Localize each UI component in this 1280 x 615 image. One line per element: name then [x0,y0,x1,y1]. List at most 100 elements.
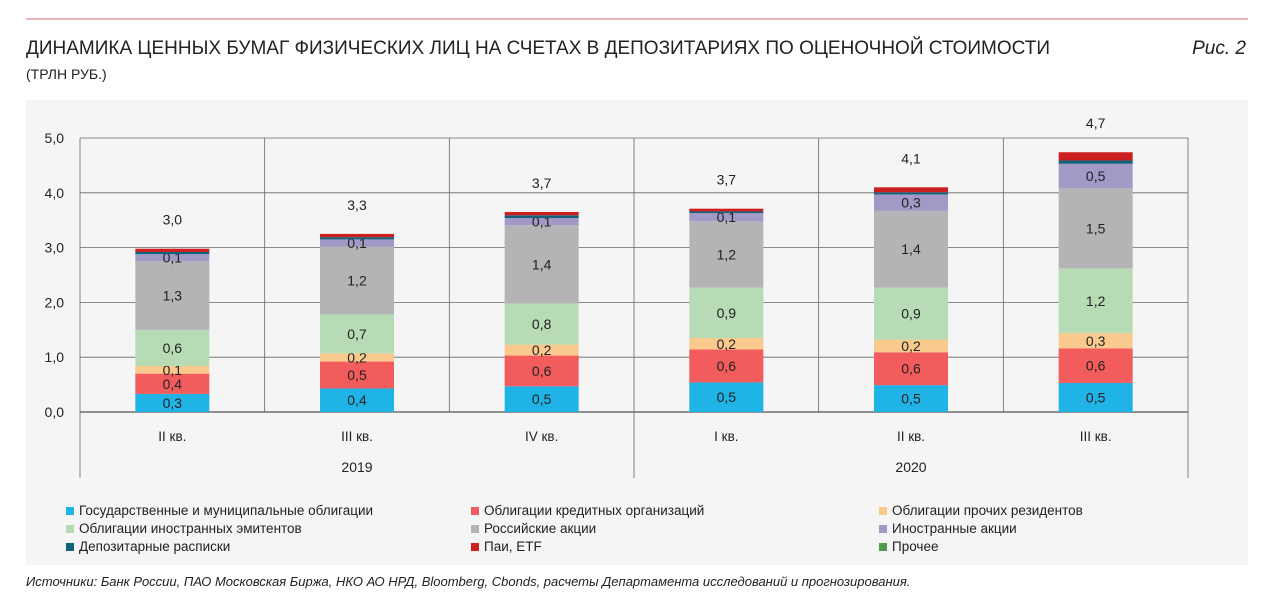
bar-segment [689,338,764,350]
bar-segment [689,208,764,212]
data-label: 0,2 [717,336,737,352]
bar-segment [320,388,394,412]
bar-segment [135,393,210,412]
bar-segment [874,192,948,195]
legend-item: Облигации прочих резидентов [879,503,1083,518]
bar-segment [1058,163,1133,189]
stacked-bar-chart: 0,01,02,03,04,05,00,30,40,10,61,30,13,0I… [45,115,1189,478]
bar-segment [1058,348,1133,383]
data-label: 0,6 [717,358,737,374]
y-tick-label: 2,0 [45,294,65,310]
bar-segment [135,248,210,252]
data-label: 1,2 [1086,293,1106,309]
total-label: 3,7 [717,172,737,188]
data-label: 1,2 [717,246,737,262]
total-label: 3,0 [163,212,183,228]
data-label: 0,3 [901,195,921,211]
bar-segment [320,353,394,362]
bar-segment [135,329,210,366]
bar-segment [689,287,764,339]
data-label: 1,4 [532,256,552,272]
data-label: 0,5 [717,389,737,405]
total-label: 3,7 [532,175,552,191]
x-tick-label: I кв. [714,429,738,444]
total-label: 3,3 [347,197,367,213]
x-tick-label: IV кв. [525,429,558,444]
bar-segment [689,213,764,222]
bar-segment [1058,382,1133,412]
bar-segment [874,187,948,193]
bar-segment [874,352,948,386]
bar-segment [874,210,948,288]
y-tick-label: 5,0 [45,130,65,146]
bar-segment [504,218,579,226]
legend-swatch [471,542,479,551]
bar-segment [504,215,579,219]
bar-segment [1058,268,1133,334]
bar-segment [504,303,579,345]
x-tick-label: III кв. [341,429,373,444]
data-label: 0,6 [1086,358,1106,374]
total-label: 4,1 [901,150,921,166]
legend-swatch [879,506,887,515]
chart-subtitle: (ТРЛН РУБ.) [26,66,107,82]
legend-label: Государственные и муниципальные облигаци… [79,503,374,518]
x-group-label: 2019 [341,459,372,475]
legend-label: Российские акции [484,521,597,536]
data-label: 1,5 [1086,220,1106,236]
data-label: 1,4 [901,241,921,257]
legend-item: Государственные и муниципальные облигаци… [66,503,373,518]
legend-label: Прочее [892,539,939,554]
y-tick-label: 4,0 [45,185,65,201]
data-label: 1,2 [347,272,367,288]
bar-segment [874,194,948,211]
bar-segment [504,355,579,387]
legend-swatch [471,524,479,533]
bar-segment [1058,333,1133,349]
x-tick-label: III кв. [1080,429,1112,444]
x-tick-label: II кв. [897,429,925,444]
legend-swatch [66,524,74,533]
data-label: 0,2 [347,349,367,365]
chart-panel [26,100,1248,565]
bar-segment [874,287,948,340]
y-tick-label: 3,0 [45,240,65,256]
legend-swatch [66,506,74,515]
data-label: 0,5 [1086,389,1106,405]
data-label: 1,3 [163,288,183,304]
figure-label: Рис. 2 [1192,38,1246,59]
bar-segment [135,251,210,255]
data-label: 0,5 [532,391,552,407]
bar-segment [504,211,579,216]
bar-segment [504,225,579,304]
bar-segment [689,211,764,214]
bar-segment [320,246,394,315]
data-label: 0,7 [347,326,367,342]
legend-label: Облигации кредитных организаций [484,503,705,518]
legend-swatch [879,524,887,533]
legend-label: Паи, ETF [484,539,542,554]
bar-segment [320,233,394,238]
legend-item: Облигации кредитных организаций [471,503,704,518]
data-label: 0,2 [901,338,921,354]
legend-label: Облигации прочих резидентов [892,503,1083,518]
total-label: 4,7 [1086,115,1106,131]
x-group-label: 2020 [895,459,926,475]
data-label: 0,6 [163,340,183,356]
legend-item: Депозитарные расписки [66,539,230,554]
legend-item: Облигации иностранных эмитентов [66,521,302,536]
legend-swatch [66,542,74,551]
data-label: 0,5 [347,367,367,383]
data-label: 0,3 [1086,333,1106,349]
bar-segment [689,349,764,383]
top-divider [26,18,1248,20]
legend-item: Иностранные акции [879,521,1017,536]
legend-item: Прочее [879,539,938,554]
bar-segment [689,221,764,288]
bar-segment [320,237,394,240]
legend-item: Паи, ETF [471,539,542,554]
data-label: 0,8 [532,316,552,332]
bar-segment [1058,152,1133,161]
bar-segment [504,344,579,356]
data-label: 0,6 [901,361,921,377]
